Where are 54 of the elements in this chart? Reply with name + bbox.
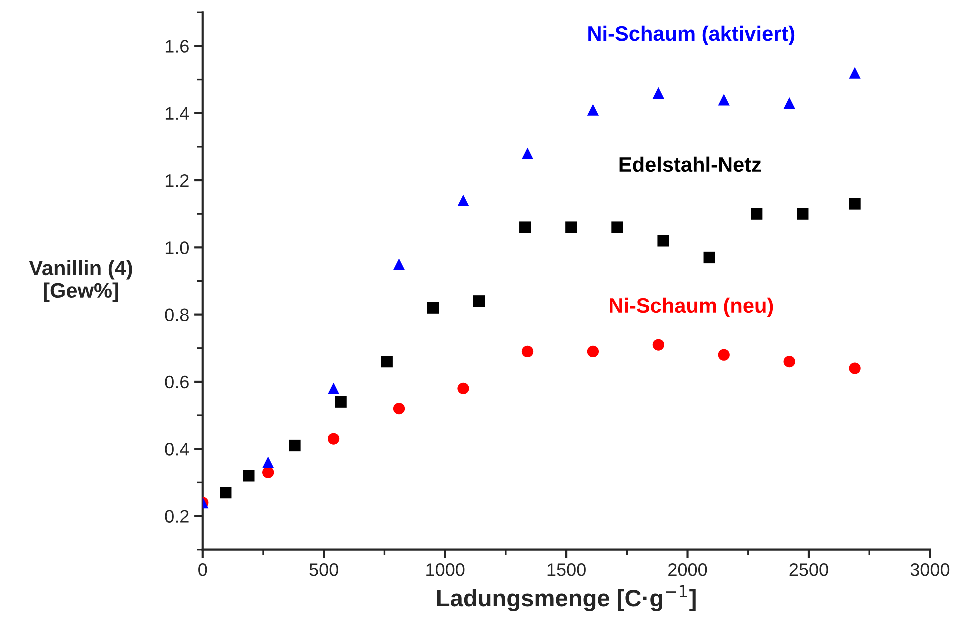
point bbox=[328, 433, 340, 445]
point bbox=[458, 382, 470, 394]
y-tick-label: 0.8 bbox=[165, 308, 189, 322]
x-tick-label: 2500 bbox=[790, 564, 828, 576]
point bbox=[427, 302, 440, 314]
point bbox=[718, 349, 730, 361]
x-axis-title: Ladungsmenge [C·g$^{−1}$] bbox=[437, 585, 696, 612]
point bbox=[566, 222, 578, 234]
point bbox=[849, 198, 861, 210]
y-tick-label: 1.0 bbox=[166, 242, 189, 254]
point bbox=[381, 356, 393, 368]
point bbox=[522, 346, 534, 358]
x-tick-label: 0 bbox=[198, 564, 208, 576]
series-label: Ni-Schaum (neu) bbox=[610, 298, 774, 318]
series-label: Edelstahl-Netz bbox=[620, 156, 762, 172]
point bbox=[751, 208, 763, 220]
point bbox=[658, 235, 670, 247]
point bbox=[652, 339, 664, 351]
point bbox=[849, 67, 861, 79]
point bbox=[393, 258, 406, 270]
x-tick-label: 1000 bbox=[426, 564, 465, 576]
point bbox=[520, 222, 532, 234]
point bbox=[458, 194, 470, 206]
point bbox=[797, 208, 809, 220]
point bbox=[335, 396, 347, 408]
text: Ni-Schaum (aktiviert) bbox=[588, 26, 795, 46]
point bbox=[718, 94, 730, 106]
point bbox=[289, 440, 301, 452]
y-tick-label: 1.2 bbox=[166, 174, 189, 188]
y-tick-label: 0.4 bbox=[165, 443, 190, 456]
point bbox=[587, 346, 600, 358]
point bbox=[393, 403, 406, 415]
x-tick-label: 1500 bbox=[548, 564, 586, 576]
point bbox=[784, 356, 796, 368]
y-tick-label: 1.4 bbox=[166, 107, 190, 120]
point bbox=[262, 456, 274, 468]
x-tick-label: 500 bbox=[310, 564, 338, 576]
point bbox=[849, 362, 861, 374]
x-tick-label: 3000 bbox=[910, 564, 950, 576]
point bbox=[652, 87, 664, 100]
point bbox=[243, 470, 255, 482]
point bbox=[522, 148, 534, 160]
point bbox=[473, 296, 486, 308]
y-tick-label: 0.6 bbox=[165, 376, 189, 389]
point bbox=[784, 97, 796, 110]
x-tick-label: 2000 bbox=[668, 564, 708, 576]
point bbox=[704, 252, 716, 264]
point bbox=[612, 222, 624, 234]
y-axis-title: Vanillin (4) [Gew%] bbox=[29, 260, 132, 302]
y-tick-label: 1.6 bbox=[166, 40, 189, 53]
point bbox=[587, 104, 600, 116]
y-tick-label: 0.2 bbox=[165, 510, 189, 523]
point bbox=[328, 382, 340, 394]
point bbox=[220, 486, 232, 499]
